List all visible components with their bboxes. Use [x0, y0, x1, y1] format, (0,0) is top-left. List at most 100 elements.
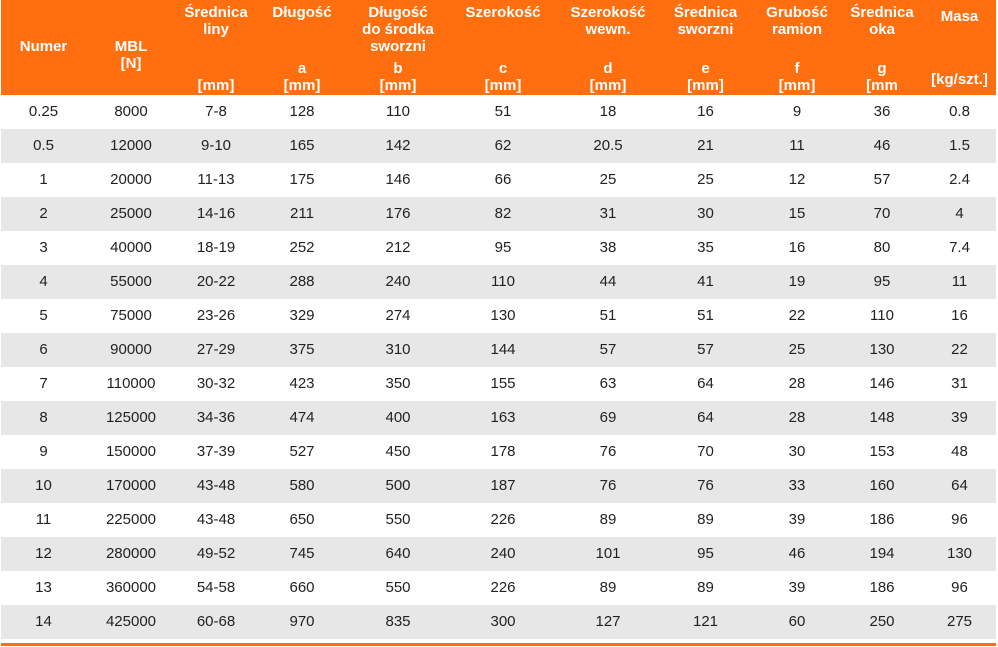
column-header-top: Numer [19, 38, 68, 55]
table-cell: 51 [658, 299, 753, 333]
table-cell: 3 [1, 231, 86, 265]
table-cell: 16 [753, 231, 841, 265]
table-cell: 76 [558, 435, 658, 469]
column-header: Długość do środka sworzni b [mm] [348, 0, 448, 95]
table-cell: 650 [256, 503, 348, 537]
table-cell: 39 [753, 503, 841, 537]
column-header: Szerokość c [mm] [448, 0, 558, 95]
table-cell: 64 [658, 401, 753, 435]
column-header-top: Średnica oka [850, 4, 914, 38]
table-cell: 163 [448, 401, 558, 435]
table-cell: 194 [841, 537, 923, 571]
column-header-top: Szerokość [465, 4, 541, 21]
table-cell: 28 [753, 367, 841, 401]
table-cell: 150000 [86, 435, 176, 469]
table-cell: 90000 [86, 333, 176, 367]
table-row: 1 20000 11-13 175 146 66 25 25 12 57 2.4 [1, 163, 996, 197]
table-cell: 19 [753, 265, 841, 299]
table-cell: 178 [448, 435, 558, 469]
table-row: 2 25000 14-16 211 176 82 31 30 15 70 4 [1, 197, 996, 231]
table-cell: 80 [841, 231, 923, 265]
table-cell: 22 [753, 299, 841, 333]
table-cell: 0.8 [923, 95, 996, 129]
table-cell: 146 [841, 367, 923, 401]
column-header: Szerokość wewn. d [mm] [558, 0, 658, 95]
table-cell: 57 [658, 333, 753, 367]
table-cell: 20.5 [558, 129, 658, 163]
column-header-top: MBL [N] [114, 38, 148, 72]
table-cell: 474 [256, 401, 348, 435]
table-cell: 64 [923, 469, 996, 503]
table-cell: 580 [256, 469, 348, 503]
table-cell: 7.4 [923, 231, 996, 265]
table-cell: 2 [1, 197, 86, 231]
table-cell: 40000 [86, 231, 176, 265]
table-cell: 89 [658, 503, 753, 537]
column-header-top: Średnica liny [184, 4, 248, 38]
table-cell: 33 [753, 469, 841, 503]
table-row: 7 110000 30-32 423 350 155 63 64 28 146 31 [1, 367, 996, 401]
column-header: Grubość ramion f [mm] [753, 0, 841, 95]
column-header-top: Średnica sworzni [673, 4, 738, 38]
column-header-top: Grubość ramion [766, 4, 828, 38]
table-cell: 13 [1, 571, 86, 605]
table-cell: 4 [1, 265, 86, 299]
table-cell: 310 [348, 333, 448, 367]
table-cell: 423 [256, 367, 348, 401]
table-row: 14 425000 60-68 970 835 300 127 121 60 250 275 [1, 605, 996, 639]
table-cell: 8 [1, 401, 86, 435]
table-cell: 745 [256, 537, 348, 571]
table-cell: 0.5 [1, 129, 86, 163]
table-cell: 130 [448, 299, 558, 333]
table-cell: 1.5 [923, 129, 996, 163]
column-header-top: Masa [940, 8, 979, 25]
table-cell: 54-58 [176, 571, 256, 605]
table-cell: 82 [448, 197, 558, 231]
column-header-unit: [mm] [197, 77, 235, 94]
table-cell: 252 [256, 231, 348, 265]
table-cell: 76 [658, 469, 753, 503]
column-header-unit: [mm] [379, 77, 417, 94]
table-cell: 110 [841, 299, 923, 333]
table-cell: 0.25 [1, 95, 86, 129]
table-cell: 57 [841, 163, 923, 197]
table-cell: 4 [923, 197, 996, 231]
table-cell: 25 [658, 163, 753, 197]
table-row: 0.5 12000 9-10 165 142 62 20.5 21 11 46 1.5 [1, 129, 996, 163]
table-cell: 110 [348, 95, 448, 129]
table-cell: 280000 [86, 537, 176, 571]
table-cell: 11 [923, 265, 996, 299]
table-cell: 18 [558, 95, 658, 129]
table-cell: 9 [1, 435, 86, 469]
table-row: 13 360000 54-58 660 550 226 89 89 39 186 96 [1, 571, 996, 605]
table-row: 8 125000 34-36 474 400 163 69 64 28 148 39 [1, 401, 996, 435]
table-cell: 96 [923, 503, 996, 537]
table-cell: 46 [841, 129, 923, 163]
column-header-unit: [mm] [589, 77, 627, 94]
table-cell: 176 [348, 197, 448, 231]
table-cell: 18-19 [176, 231, 256, 265]
table-cell: 60 [753, 605, 841, 639]
table-cell: 38 [558, 231, 658, 265]
table-cell: 39 [753, 571, 841, 605]
table-cell: 43-48 [176, 469, 256, 503]
table-cell: 12 [753, 163, 841, 197]
table-cell: 7 [1, 367, 86, 401]
table-cell: 187 [448, 469, 558, 503]
column-header-unit: [mm] [283, 77, 321, 94]
table-row: 11 225000 43-48 650 550 226 89 89 39 186 96 [1, 503, 996, 537]
table-cell: 375 [256, 333, 348, 367]
table-cell: 125000 [86, 401, 176, 435]
table-body: 0.25 8000 7-8 128 110 51 18 16 9 36 0.8 0.5 12000 9-1… [1, 95, 996, 639]
table-cell: 550 [348, 503, 448, 537]
table-cell: 835 [348, 605, 448, 639]
column-header-symbol: b [393, 60, 403, 77]
table-cell: 640 [348, 537, 448, 571]
table-cell: 28 [753, 401, 841, 435]
table-row: 5 75000 23-26 329 274 130 51 51 22 110 16 [1, 299, 996, 333]
table-cell: 500 [348, 469, 448, 503]
table-cell: 25 [558, 163, 658, 197]
table-cell: 48 [923, 435, 996, 469]
table-cell: 146 [348, 163, 448, 197]
